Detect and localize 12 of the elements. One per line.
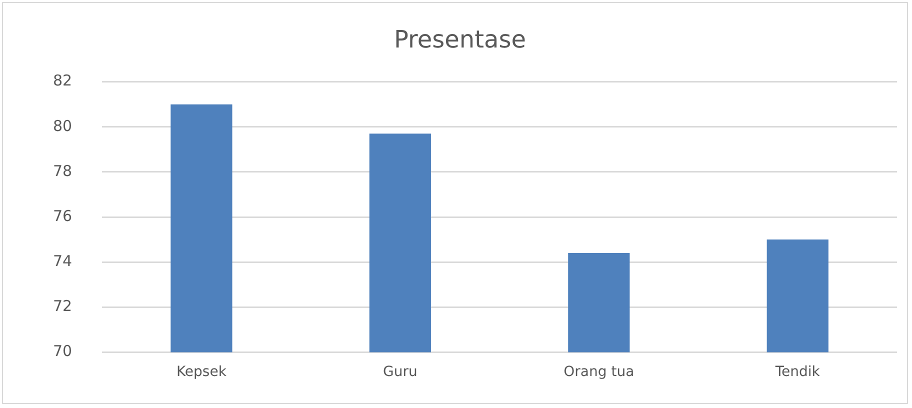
chart-title: Presentase [394,26,526,54]
y-tick-label: 82 [52,72,72,90]
y-tick-label: 80 [52,116,72,135]
x-tick-label: Tendik [774,364,821,380]
x-tick-label: Orang tua [564,364,634,380]
y-tick-label: 78 [52,162,72,180]
y-tick-label: 72 [52,297,72,316]
x-tick-label: Kepsek [176,364,228,380]
y-tick-label: 70 [52,342,72,360]
x-tick-label: Guru [383,364,418,380]
y-tick-label: 76 [52,206,72,225]
y-tick-label: 74 [52,252,72,270]
